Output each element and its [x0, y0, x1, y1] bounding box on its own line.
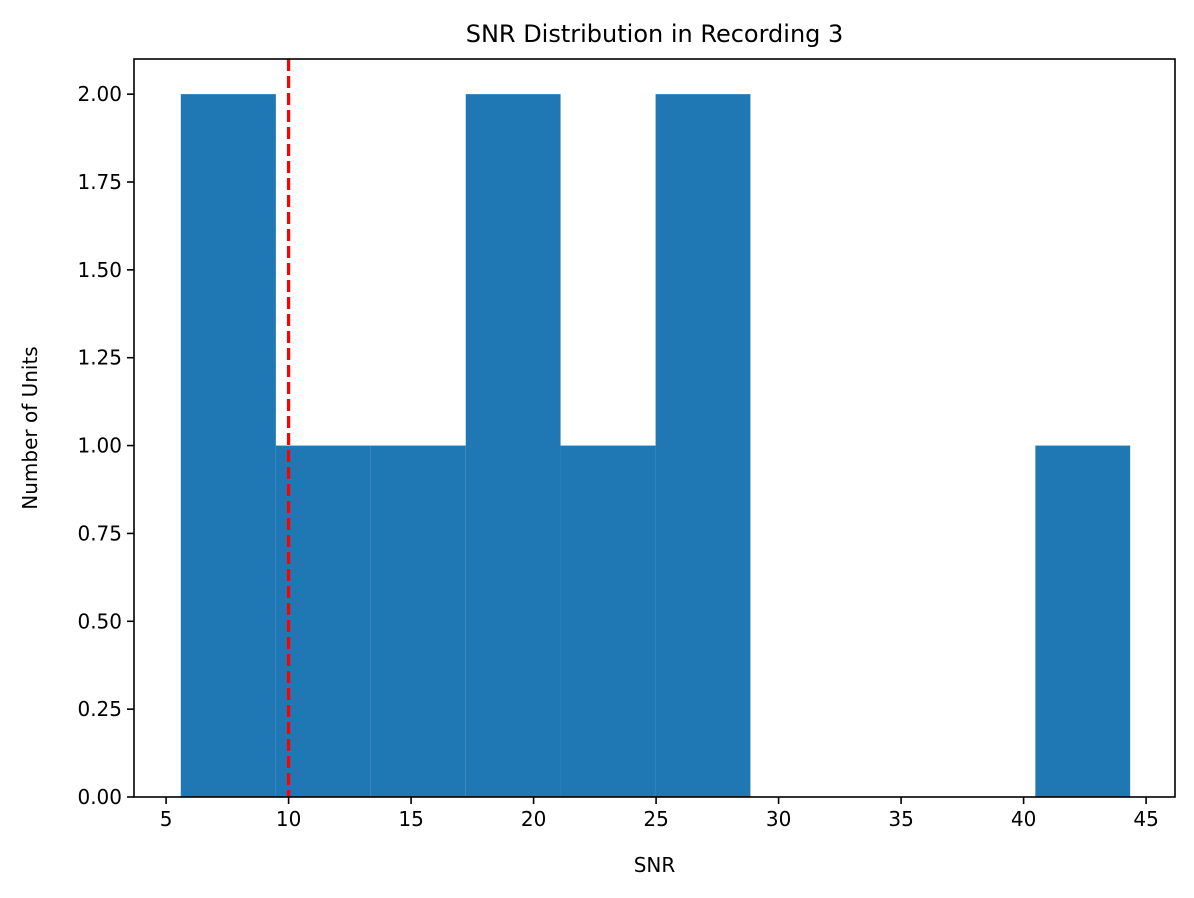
- histogram-bar: [655, 94, 751, 797]
- x-tick-label: 40: [1011, 807, 1036, 831]
- histogram-bar: [275, 445, 371, 797]
- y-tick-label: 1.00: [77, 434, 122, 458]
- x-tick-label: 5: [160, 807, 173, 831]
- x-axis-label: SNR: [634, 853, 676, 877]
- x-tick-label: 20: [521, 807, 546, 831]
- histogram-bar: [1035, 445, 1131, 797]
- y-tick-label: 1.75: [77, 170, 122, 194]
- y-axis-label: Number of Units: [18, 346, 42, 509]
- x-tick-label: 30: [766, 807, 791, 831]
- y-tick-label: 0.50: [77, 609, 122, 633]
- axes-frame: [133, 58, 1176, 798]
- x-tick-label: 45: [1133, 807, 1158, 831]
- bars-group: [180, 94, 1131, 797]
- y-tick-label: 1.25: [77, 346, 122, 370]
- y-tick-label: 2.00: [77, 82, 122, 106]
- histogram-bar: [180, 94, 276, 797]
- histogram-bar: [465, 94, 561, 797]
- y-tick-label: 0.75: [77, 521, 122, 545]
- x-tick-label: 35: [888, 807, 913, 831]
- x-tick-label: 10: [276, 807, 301, 831]
- chart-title: SNR Distribution in Recording 3: [466, 20, 844, 48]
- y-axis-ticks: 0.00 0.25 0.50 0.75 1.00 1.25 1.50 1.75 2.00: [77, 82, 134, 809]
- x-axis-ticks: 5 10 15 20 25 30 35 40 45: [160, 797, 1159, 831]
- y-tick-label: 1.50: [77, 258, 122, 282]
- x-tick-label: 15: [398, 807, 423, 831]
- y-tick-label: 0.00: [77, 785, 122, 809]
- x-tick-label: 25: [643, 807, 668, 831]
- histogram-bar: [370, 445, 466, 797]
- histogram-bar: [560, 445, 656, 797]
- y-tick-label: 0.25: [77, 697, 122, 721]
